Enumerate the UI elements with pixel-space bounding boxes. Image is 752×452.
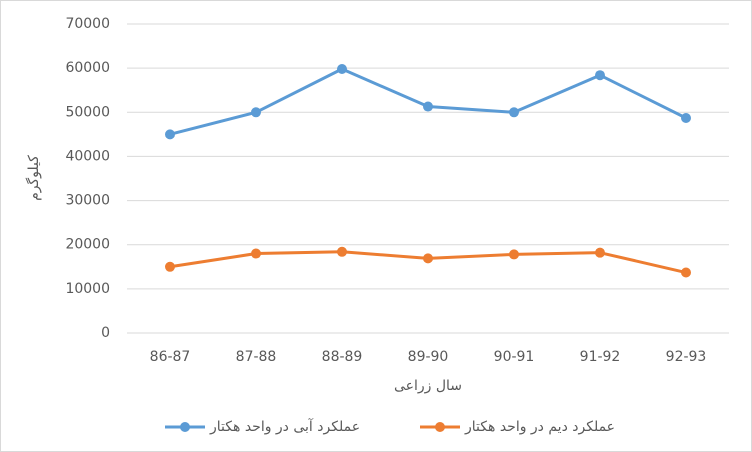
- data-point: [251, 248, 261, 259]
- y-tick-label: 10000: [65, 281, 110, 297]
- y-tick-label: 20000: [65, 237, 110, 253]
- y-tick-label: 60000: [65, 60, 110, 76]
- legend-marker: [180, 422, 190, 432]
- x-tick-label: 89-90: [408, 349, 449, 365]
- y-tick-label: 70000: [65, 16, 110, 32]
- legend-label: عملکرد دیم در واحد هکتار: [464, 419, 615, 435]
- legend-label: عملکرد آبی در واحد هکتار: [209, 418, 360, 435]
- data-point: [251, 107, 261, 118]
- data-point: [509, 107, 519, 118]
- y-tick-label: 0: [101, 325, 110, 341]
- data-point: [337, 246, 347, 257]
- x-tick-label: 87-88: [236, 349, 277, 365]
- data-point: [595, 247, 605, 258]
- y-tick-label: 40000: [65, 148, 110, 164]
- x-axis-title: سال زراعی: [394, 378, 462, 394]
- data-point: [509, 249, 519, 260]
- x-tick-label: 90-91: [494, 349, 535, 365]
- y-axis-title: کیلوگرم: [25, 155, 42, 201]
- data-point: [337, 64, 347, 75]
- data-point: [165, 261, 175, 272]
- x-tick-label: 86-87: [150, 349, 191, 365]
- data-point: [595, 70, 605, 81]
- data-point: [681, 267, 691, 278]
- data-point: [681, 113, 691, 124]
- data-point: [423, 101, 433, 112]
- y-tick-label: 50000: [65, 104, 110, 120]
- data-point: [423, 253, 433, 264]
- legend-marker: [435, 422, 445, 432]
- y-tick-label: 30000: [65, 193, 110, 209]
- x-tick-label: 91-92: [580, 349, 621, 365]
- x-tick-label: 88-89: [322, 349, 363, 365]
- x-tick-label: 92-93: [666, 349, 707, 365]
- data-point: [165, 129, 175, 140]
